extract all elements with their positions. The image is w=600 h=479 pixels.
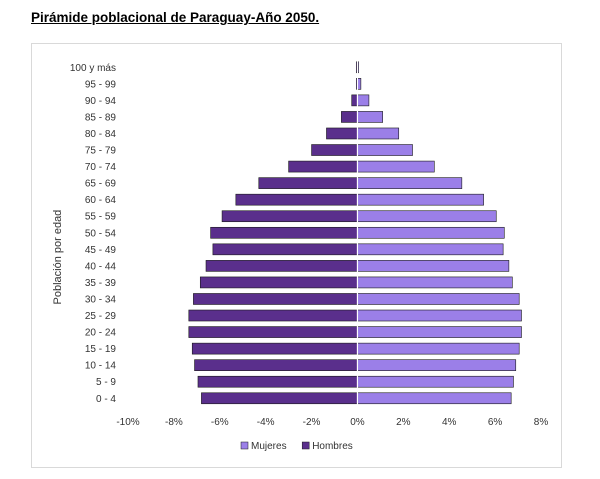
y-tick-label: 75 - 79 (85, 146, 117, 157)
bar-mujeres-15 (357, 144, 413, 156)
bar-hombres-17 (341, 111, 358, 123)
bar-mujeres-18 (357, 94, 370, 107)
bar-mujeres-9 (357, 243, 504, 256)
population-pyramid-chart: 0 - 4 5 - 9 10 - 14 15 - 19 20 - 24 25 - 29 30… (52, 59, 549, 452)
bar-mujeres-1 (357, 375, 514, 388)
bar-mujeres-14 (357, 160, 435, 173)
bar-mujeres-7 (357, 276, 513, 289)
y-tick-label: 10 - 14 (85, 361, 117, 372)
y-tick-label: 80 - 84 (85, 129, 117, 140)
bar-mujeres-10 (357, 226, 505, 239)
bar-hombres-13 (258, 177, 358, 189)
bar-hombres-11 (221, 210, 358, 223)
bar-mujeres-0 (357, 392, 512, 405)
page-title: Pirámide poblacional de Paraguay-Año 205… (31, 10, 320, 25)
bar-hombres-7 (199, 276, 358, 289)
bar-hombres-8 (205, 260, 358, 272)
y-tick-label: 35 - 39 (85, 278, 117, 289)
y-tick-label: 40 - 44 (85, 261, 117, 272)
bar-hombres-10 (210, 226, 358, 239)
bar-hombres-15 (311, 144, 358, 156)
bar-hombres-1 (197, 375, 358, 388)
x-tick-label: -8% (165, 417, 183, 428)
y-tick-label: 60 - 64 (85, 195, 117, 206)
y-tick-label: 15 - 19 (85, 344, 117, 355)
bar-hombres-18 (351, 94, 358, 107)
y-tick-label: 90 - 94 (85, 96, 117, 107)
bar-mujeres-12 (357, 193, 484, 206)
x-tick-label: 2% (396, 417, 411, 428)
y-tick-label: 20 - 24 (85, 328, 117, 339)
legend-swatch-hombres (301, 441, 310, 450)
y-axis-title: Población por edad (52, 210, 64, 305)
x-tick-label: 4% (442, 417, 457, 428)
bar-mujeres-4 (357, 326, 522, 338)
y-tick-label: 5 - 9 (96, 377, 116, 388)
bar-hombres-16 (326, 127, 358, 140)
bar-mujeres-3 (357, 342, 520, 355)
bar-mujeres-11 (357, 210, 497, 223)
y-tick-label: 25 - 29 (85, 311, 117, 322)
y-tick-label: 95 - 99 (85, 79, 117, 90)
bar-hombres-9 (212, 243, 358, 256)
bar-mujeres-17 (357, 111, 383, 123)
bar-mujeres-16 (357, 127, 400, 140)
y-tick-label: 65 - 69 (85, 179, 117, 190)
y-tick-label: 55 - 59 (85, 212, 117, 223)
bar-mujeres-13 (357, 177, 463, 189)
bar-hombres-3 (191, 342, 358, 355)
bar-hombres-4 (188, 326, 358, 338)
bar-hombres-5 (188, 309, 358, 322)
x-tick-label: 0% (350, 417, 365, 428)
bar-mujeres-6 (357, 293, 520, 305)
bar-mujeres-8 (357, 260, 510, 272)
x-tick-label: 8% (534, 417, 549, 428)
x-tick-label: 6% (488, 417, 503, 428)
legend-label-hombres: Hombres (312, 441, 353, 452)
x-tick-label: -6% (211, 417, 229, 428)
bar-hombres-2 (194, 359, 358, 371)
y-tick-label: 85 - 89 (85, 112, 117, 123)
x-tick-label: -2% (303, 417, 321, 428)
legend-swatch-mujeres (240, 441, 249, 450)
x-tick-label: -10% (116, 417, 139, 428)
bar-hombres-12 (235, 193, 358, 206)
y-tick-label: 50 - 54 (85, 228, 117, 239)
y-tick-label: 100 y más (70, 63, 116, 74)
chart-frame: 0 - 4 5 - 9 10 - 14 15 - 19 20 - 24 25 - 29 30… (31, 43, 562, 468)
y-tick-label: 70 - 74 (85, 162, 117, 173)
bar-hombres-14 (288, 160, 358, 173)
x-tick-label: -4% (257, 417, 275, 428)
bar-mujeres-5 (357, 309, 522, 322)
y-tick-label: 45 - 49 (85, 245, 117, 256)
bar-hombres-6 (193, 293, 358, 305)
bar-hombres-0 (201, 392, 358, 405)
bar-mujeres-2 (357, 359, 517, 371)
legend-label-mujeres: Mujeres (251, 441, 287, 452)
y-tick-label: 0 - 4 (96, 394, 116, 405)
y-tick-label: 30 - 34 (85, 294, 117, 305)
